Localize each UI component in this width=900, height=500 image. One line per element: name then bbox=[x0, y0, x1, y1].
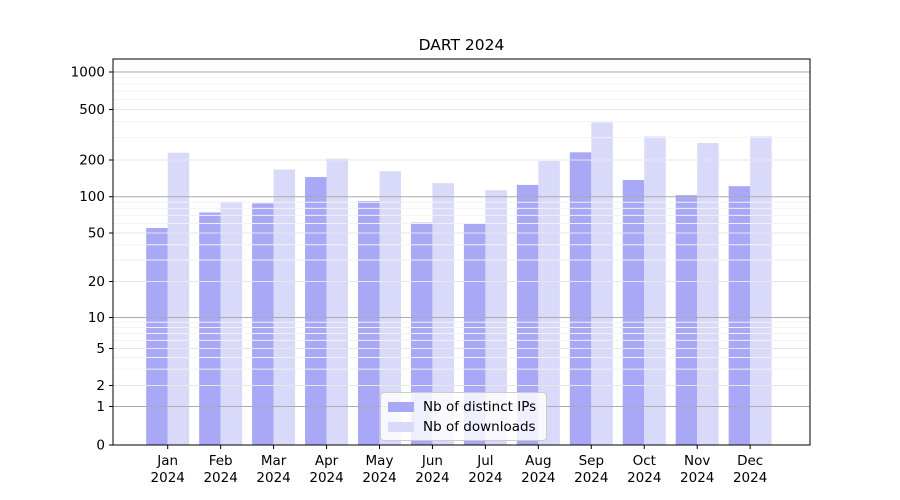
bar-downloads bbox=[697, 143, 719, 445]
bar-distinct-ips bbox=[728, 186, 751, 446]
y-tick-label: 100 bbox=[79, 189, 105, 205]
bar-downloads bbox=[591, 122, 613, 445]
y-tick-label: 1 bbox=[96, 399, 105, 415]
bar-downloads bbox=[167, 152, 190, 446]
bar-distinct-ips bbox=[199, 212, 221, 445]
chart-title: DART 2024 bbox=[418, 36, 505, 54]
x-tick-label-year: 2024 bbox=[733, 470, 767, 486]
x-tick-label-month: Dec bbox=[737, 453, 763, 469]
bar-distinct-ips bbox=[305, 177, 327, 445]
x-tick-label-year: 2024 bbox=[309, 470, 343, 486]
legend-item-downloads: Nb of downloads bbox=[388, 418, 536, 435]
x-tick-label-month: May bbox=[366, 453, 394, 469]
y-tick-label: 1000 bbox=[71, 65, 105, 81]
x-tick-label-year: 2024 bbox=[415, 470, 449, 486]
x-tick-label-month: Oct bbox=[633, 453, 656, 469]
bar-distinct-ips bbox=[675, 195, 698, 445]
y-tick-label: 10 bbox=[88, 310, 105, 326]
x-tick-label-month: Feb bbox=[209, 453, 233, 469]
bar-downloads bbox=[644, 136, 666, 445]
x-tick-label-year: 2024 bbox=[574, 470, 608, 486]
bar-distinct-ips bbox=[252, 203, 274, 445]
x-tick-label-month: Nov bbox=[684, 453, 710, 469]
bar-downloads bbox=[379, 171, 401, 445]
bar-distinct-ips bbox=[358, 201, 380, 445]
y-tick-label: 200 bbox=[79, 153, 105, 169]
legend-swatch-distinct-ips bbox=[388, 401, 414, 412]
x-tick-label-month: Jun bbox=[421, 453, 443, 469]
x-tick-label-year: 2024 bbox=[627, 470, 661, 486]
y-tick-label: 500 bbox=[79, 102, 105, 118]
legend-item-distinct-ips: Nb of distinct IPs bbox=[388, 398, 536, 415]
bar-downloads bbox=[273, 169, 296, 445]
bar-downloads bbox=[220, 201, 243, 445]
bar-distinct-ips bbox=[516, 184, 539, 445]
x-tick-label-month: Jul bbox=[476, 453, 493, 469]
legend-label-downloads: Nb of downloads bbox=[423, 418, 536, 435]
bar-distinct-ips bbox=[146, 228, 168, 445]
x-tick-label-year: 2024 bbox=[680, 470, 714, 486]
x-tick-label-month: Sep bbox=[579, 453, 604, 469]
x-tick-label-year: 2024 bbox=[151, 470, 185, 486]
y-tick-label: 5 bbox=[96, 341, 105, 357]
x-tick-label-year: 2024 bbox=[362, 470, 396, 486]
y-tick-label: 2 bbox=[96, 378, 105, 394]
plot-frame bbox=[112, 58, 811, 446]
bar-downloads bbox=[750, 136, 772, 445]
x-tick-label-month: Apr bbox=[315, 453, 339, 469]
x-tick-label-year: 2024 bbox=[256, 470, 290, 486]
bar-downloads bbox=[432, 183, 454, 446]
x-tick-label-month: Mar bbox=[261, 453, 287, 469]
x-tick-label-year: 2024 bbox=[203, 470, 237, 486]
legend-label-distinct-ips: Nb of distinct IPs bbox=[423, 398, 537, 415]
y-tick-label: 50 bbox=[88, 226, 105, 242]
x-tick-label-year: 2024 bbox=[521, 470, 555, 486]
x-tick-label-month: Jan bbox=[156, 453, 178, 469]
legend-swatch-downloads bbox=[388, 421, 414, 432]
bar-downloads bbox=[538, 161, 560, 445]
x-tick-label-month: Aug bbox=[525, 453, 551, 469]
bar-distinct-ips bbox=[463, 223, 486, 445]
y-tick-label: 20 bbox=[88, 274, 105, 290]
bar-distinct-ips bbox=[622, 180, 645, 445]
bar-downloads bbox=[326, 158, 349, 445]
bar-distinct-ips bbox=[569, 152, 592, 445]
x-tick-label-year: 2024 bbox=[468, 470, 502, 486]
legend: Nb of distinct IPs Nb of downloads bbox=[380, 392, 548, 441]
y-tick-label: 0 bbox=[96, 438, 105, 454]
